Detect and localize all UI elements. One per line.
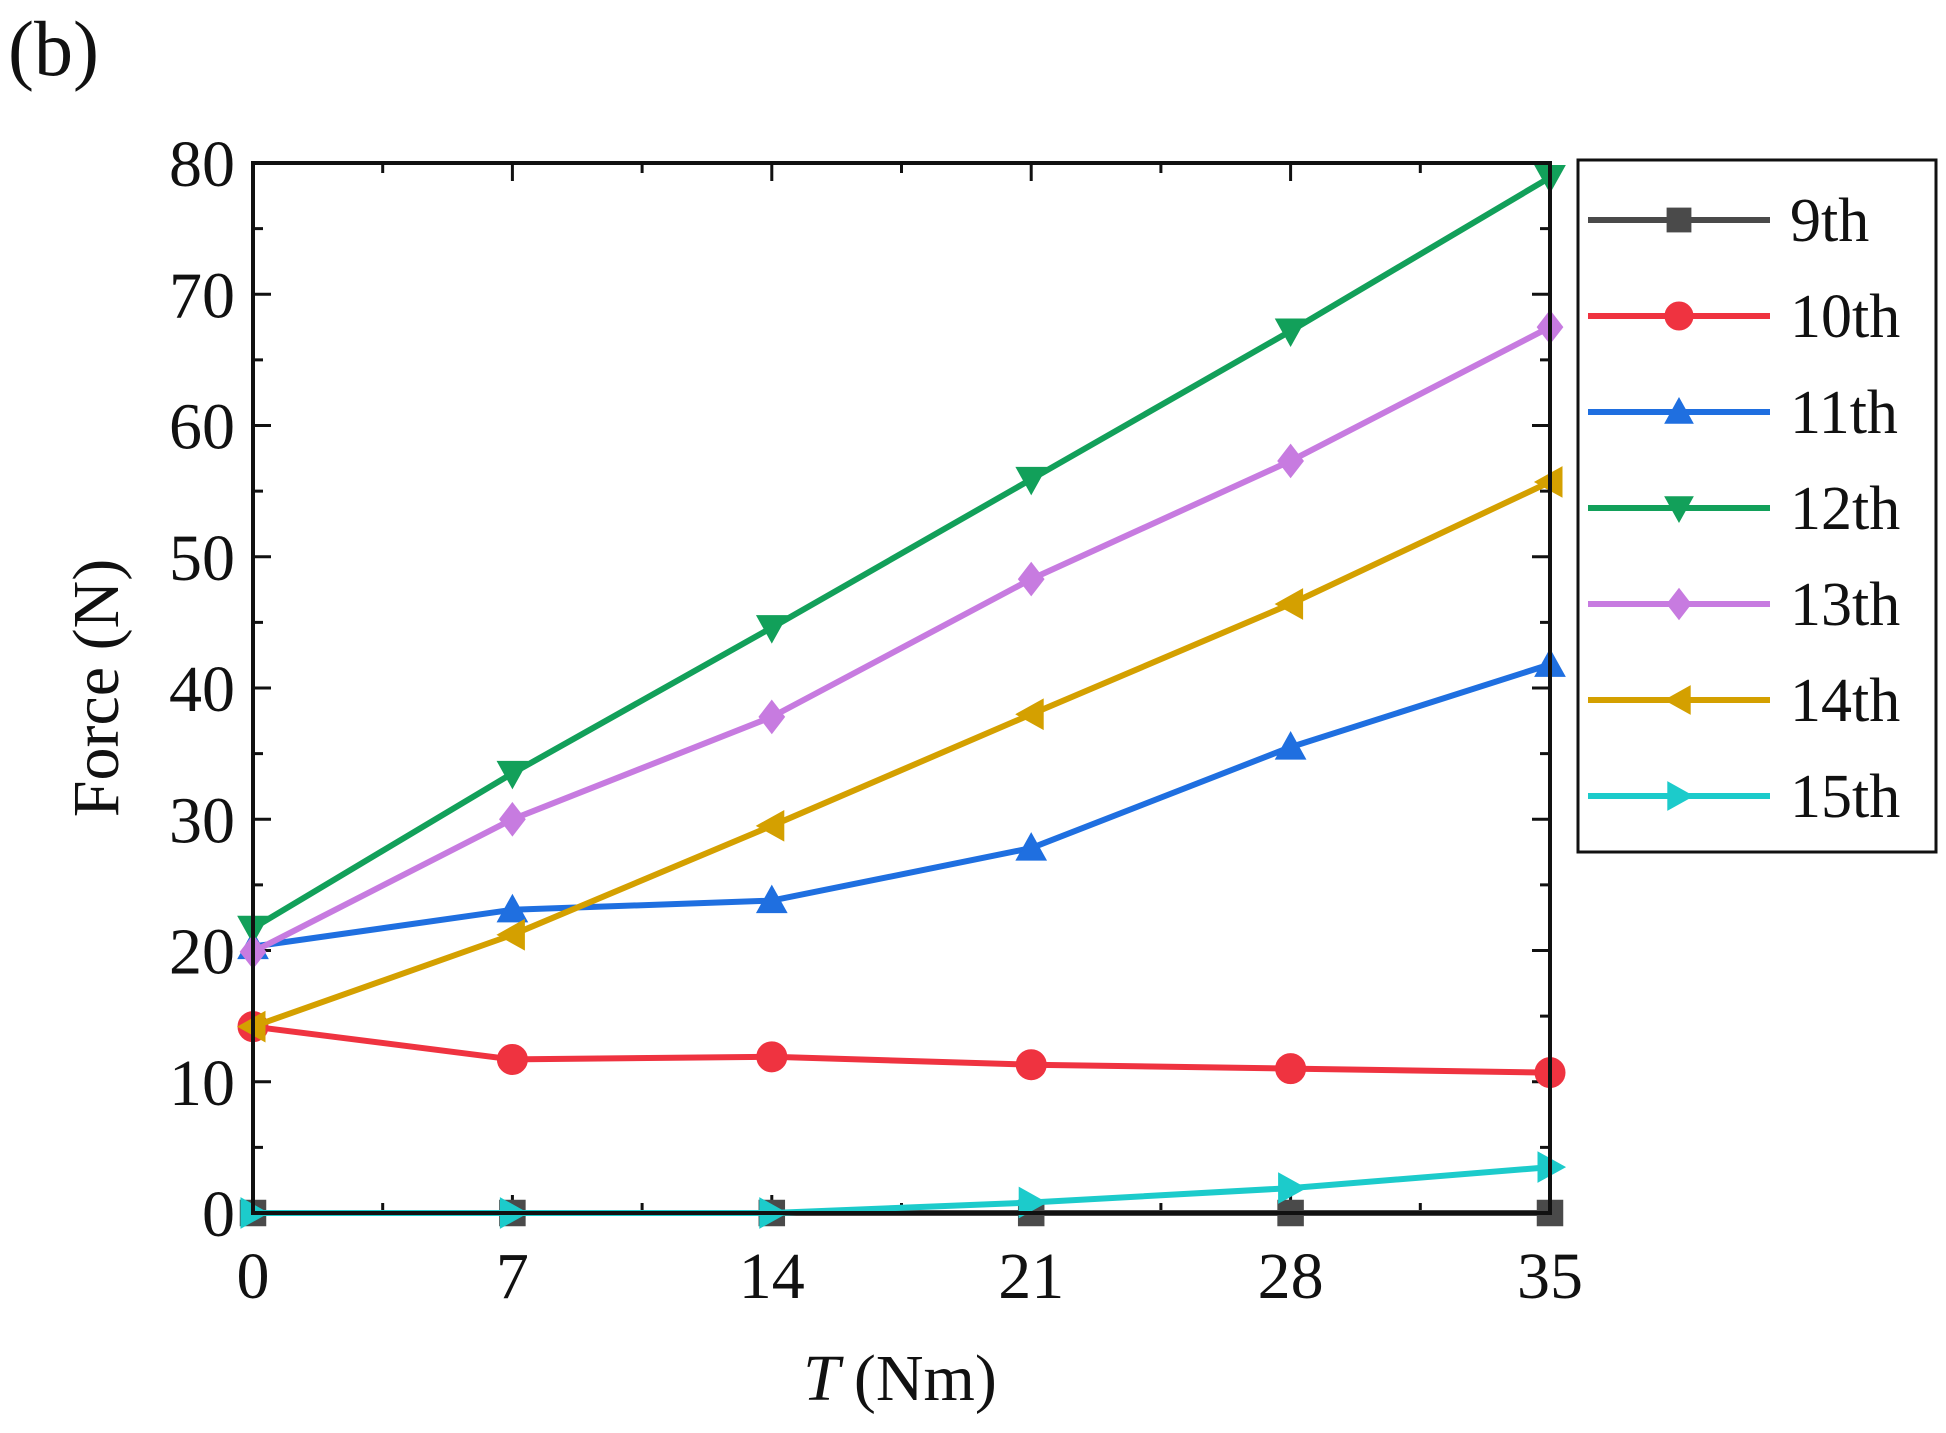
data-point-11th: [496, 893, 529, 923]
legend-marker: [1663, 685, 1691, 715]
y-axis-title: Force (N): [60, 559, 133, 817]
x-tick-label: 0: [237, 1240, 270, 1313]
series-14th: [236, 466, 1563, 1043]
data-point-15th: [1018, 1186, 1048, 1219]
x-tick-label: 35: [1517, 1240, 1583, 1313]
series-line-15th: [253, 1164, 1551, 1216]
x-tick-label: 21: [998, 1240, 1064, 1313]
y-tick-label: 50: [169, 522, 235, 595]
series-line-14th: [251, 479, 1552, 1030]
legend-item-9th: 9th: [1588, 187, 1869, 255]
series-11th: [237, 648, 1566, 960]
x-axis-title-unit: (Nm): [854, 1342, 997, 1415]
legend-item-14th: 14th: [1588, 667, 1900, 735]
legend-label: 10th: [1790, 283, 1900, 351]
y-tick-label: 0: [202, 1178, 235, 1251]
legend-item-15th: 15th: [1588, 763, 1900, 831]
legend-marker: [1664, 496, 1694, 524]
data-point-11th: [1015, 832, 1048, 861]
legend-marker: [1666, 207, 1692, 233]
series-10th: [237, 1011, 1566, 1089]
series-12th: [237, 164, 1566, 945]
legend-item-10th: 10th: [1588, 283, 1900, 351]
series-line-12th: [251, 174, 1552, 931]
series-15th: [240, 1151, 1567, 1229]
data-point-12th: [1274, 318, 1307, 348]
legend-item-12th: 12th: [1588, 475, 1900, 543]
y-tick-label: 80: [169, 128, 235, 201]
data-point-12th: [755, 615, 788, 644]
data-point-10th: [756, 1041, 788, 1073]
legend-marker: [1664, 301, 1694, 331]
legend-marker: [1667, 781, 1695, 811]
x-tick-label: 28: [1258, 1240, 1324, 1313]
data-point-14th: [755, 809, 785, 842]
y-tick-label: 60: [169, 391, 235, 464]
data-point-14th: [1274, 588, 1304, 620]
legend-label: 15th: [1790, 763, 1900, 831]
data-point-13th: [1277, 443, 1304, 479]
legend-label: 13th: [1790, 571, 1900, 639]
data-point-13th: [499, 801, 526, 837]
legend-label: 14th: [1790, 667, 1900, 735]
x-tick-label: 14: [739, 1240, 805, 1313]
series-layer: [236, 164, 1567, 1229]
data-point-13th: [1017, 561, 1045, 597]
x-axis-title: T (Nm): [803, 1342, 997, 1415]
axes: 0 7 14 21 28 35 0 10 20 30 40 50 60 70 80: [169, 128, 1583, 1313]
data-point-14th: [496, 918, 525, 951]
legend-label: 12th: [1790, 475, 1900, 543]
y-tick-label: 10: [169, 1047, 235, 1120]
panel-label: (b): [8, 5, 99, 92]
series-line-10th: [252, 1023, 1551, 1076]
legend-item-13th: 13th: [1588, 571, 1900, 639]
data-point-10th: [1275, 1053, 1307, 1085]
y-tick-label: 40: [169, 653, 235, 726]
legend-marker: [1666, 587, 1692, 621]
data-point-10th: [1015, 1049, 1047, 1081]
data-point-11th: [1274, 731, 1307, 760]
data-point-12th: [1015, 466, 1048, 496]
legend: 9th 10th 11th 12th 13th 14th 15th: [1576, 158, 1938, 854]
x-axis-title-variable: T: [803, 1342, 844, 1415]
legend-label: 11th: [1790, 379, 1898, 447]
legend-marker: [1664, 396, 1694, 424]
data-point-14th: [1015, 698, 1044, 731]
data-point-15th: [1278, 1172, 1307, 1204]
data-point-11th: [755, 884, 788, 914]
legend-item-11th: 11th: [1588, 379, 1898, 447]
series-13th: [239, 309, 1564, 970]
series-line-13th: [251, 324, 1552, 955]
y-tick-label: 30: [169, 784, 235, 857]
data-point-10th: [496, 1043, 528, 1075]
legend-label: 9th: [1790, 187, 1869, 255]
series-line-11th: [252, 661, 1551, 950]
y-tick-label: 20: [169, 916, 235, 989]
data-point-13th: [758, 699, 786, 735]
data-point-12th: [496, 760, 529, 790]
y-tick-label: 70: [169, 259, 235, 332]
x-tick-label: 7: [496, 1240, 529, 1313]
plot-frame: [251, 161, 1552, 1215]
